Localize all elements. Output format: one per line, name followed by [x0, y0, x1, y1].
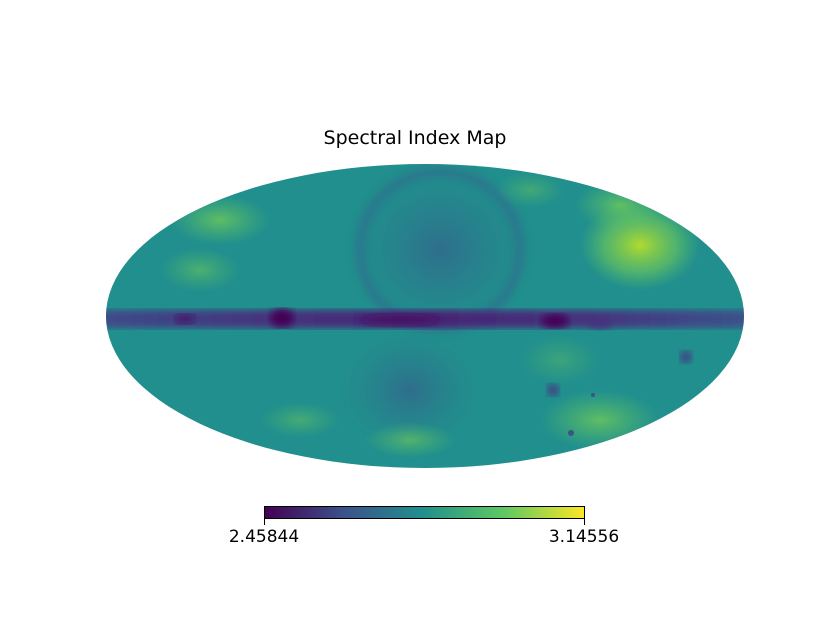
colorbar-max-label: 3.14556: [548, 527, 620, 547]
bright-patch-southeast: [540, 390, 660, 450]
colorbar-min-label: 2.45844: [228, 527, 300, 547]
map-title: Spectral Index Map: [323, 127, 507, 149]
colorbar-max-tick: [584, 519, 585, 525]
northern-loop-region: [350, 165, 530, 335]
galactic-center-dark-spot: [270, 309, 294, 327]
colorbar: [264, 506, 585, 519]
colorbar-min-tick: [264, 519, 265, 525]
